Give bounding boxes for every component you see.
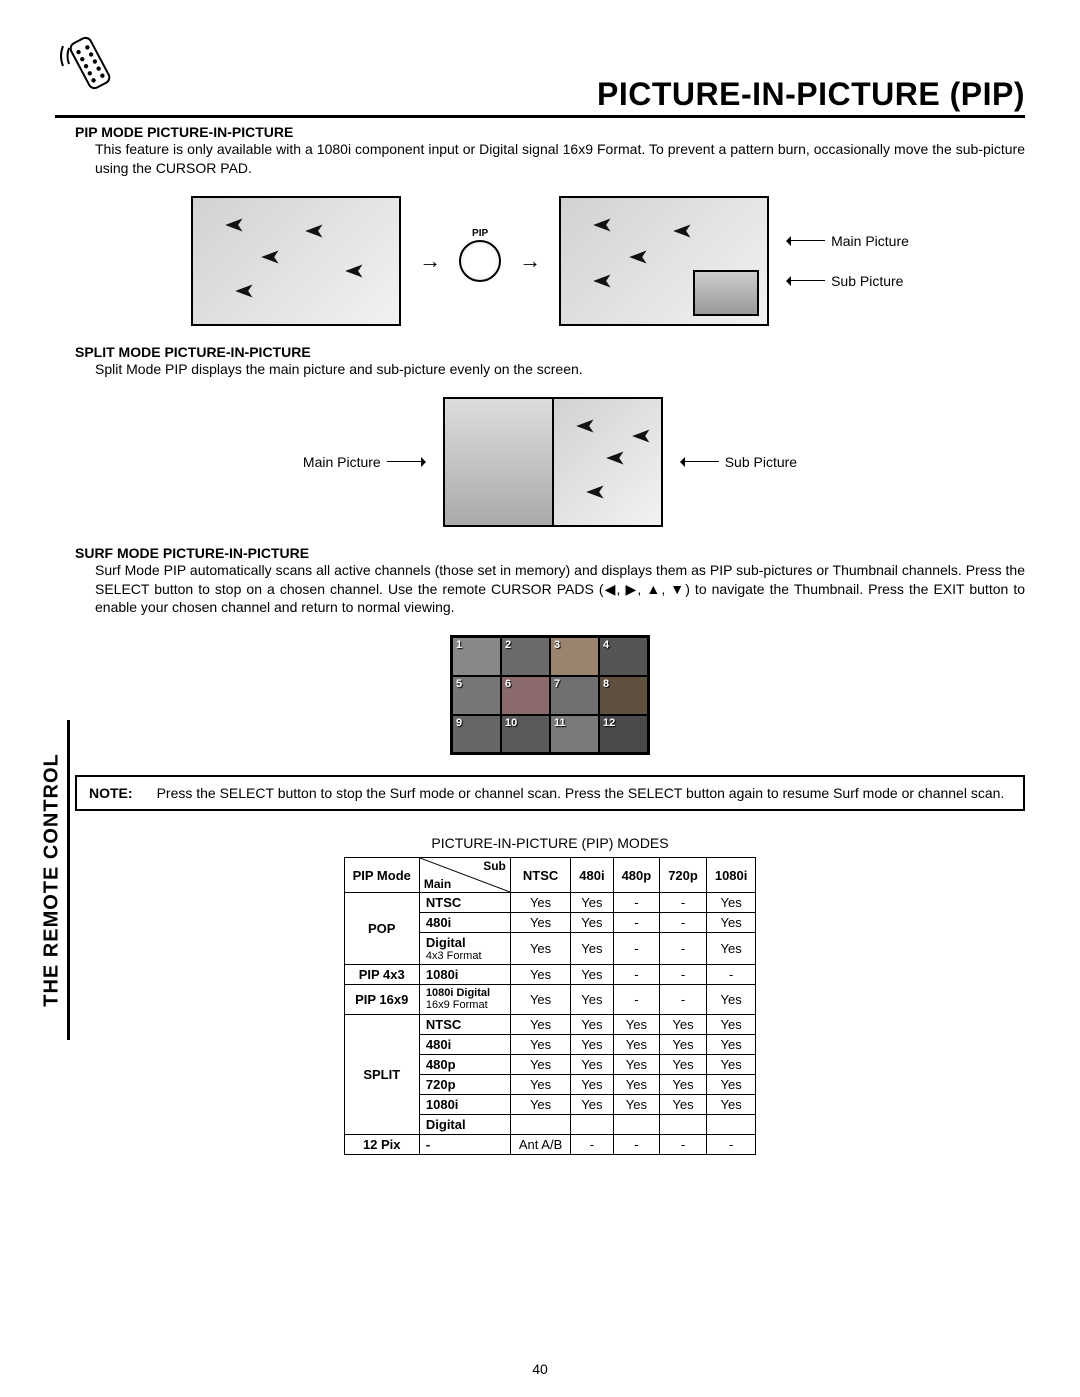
- pip-mode-figure: → PIP → Main Picture Sub Picture: [75, 196, 1025, 326]
- pip-modes-table: PIP Mode Sub Main NTSC 480i 480p 720p 10…: [344, 857, 757, 1154]
- callout-main: Main Picture: [303, 454, 381, 470]
- surf-thumb: 6: [501, 676, 550, 715]
- surf-mode-body: Surf Mode PIP automatically scans all ac…: [95, 561, 1025, 618]
- pip-button-icon: PIP: [459, 240, 501, 282]
- table-row: PIP 16x91080i Digital16x9 FormatYesYes--…: [344, 985, 756, 1014]
- page-number: 40: [0, 1361, 1080, 1377]
- surf-mode-figure: 123456789101112: [75, 635, 1025, 755]
- main-picture-after: [559, 196, 769, 326]
- surf-thumb: 2: [501, 637, 550, 676]
- split-mode-figure: Main Picture Sub Picture: [75, 397, 1025, 527]
- surf-thumb: 10: [501, 715, 550, 754]
- surf-thumb: 7: [550, 676, 599, 715]
- surf-thumb: 8: [599, 676, 648, 715]
- pip-mode-col: PIP Mode: [344, 858, 419, 893]
- surf-thumb: 1: [452, 637, 501, 676]
- main-picture-before: [191, 196, 401, 326]
- table-row: 12 Pix-Ant A/B----: [344, 1134, 756, 1154]
- surf-thumb: 11: [550, 715, 599, 754]
- surf-thumb: 12: [599, 715, 648, 754]
- table-row: PIP 4x31080iYesYes---: [344, 965, 756, 985]
- split-mode-body: Split Mode PIP displays the main picture…: [95, 360, 1025, 379]
- surf-mode-heading: SURF MODE PICTURE-IN-PICTURE: [75, 545, 1025, 561]
- callout-sub: Sub Picture: [831, 273, 903, 289]
- callout-sub: Sub Picture: [725, 454, 797, 470]
- pip-mode-heading: PIP MODE PICTURE-IN-PICTURE: [75, 124, 1025, 140]
- callout-main: Main Picture: [831, 233, 909, 249]
- main-sub-diagonal: Sub Main: [420, 858, 510, 892]
- split-screen: [443, 397, 663, 527]
- side-tab: THE REMOTE CONTROL: [38, 720, 66, 1040]
- surf-thumb: 3: [550, 637, 599, 676]
- surf-thumb: 9: [452, 715, 501, 754]
- table-row: SPLITNTSCYesYesYesYesYes: [344, 1014, 756, 1034]
- arrow-right-icon: →: [419, 248, 441, 274]
- surf-thumb: 4: [599, 637, 648, 676]
- note-label: NOTE:: [89, 785, 133, 801]
- note-box: NOTE: Press the SELECT button to stop th…: [75, 775, 1025, 811]
- note-text: Press the SELECT button to stop the Surf…: [157, 785, 1011, 801]
- sub-picture-box: [693, 270, 759, 316]
- table-title: PICTURE-IN-PICTURE (PIP) MODES: [75, 835, 1025, 851]
- split-mode-heading: SPLIT MODE PICTURE-IN-PICTURE: [75, 344, 1025, 360]
- surf-grid: 123456789101112: [450, 635, 650, 755]
- arrow-right-icon: →: [519, 248, 541, 274]
- pip-mode-body: This feature is only available with a 10…: [95, 140, 1025, 178]
- surf-thumb: 5: [452, 676, 501, 715]
- table-row: POPNTSCYesYes--Yes: [344, 893, 756, 913]
